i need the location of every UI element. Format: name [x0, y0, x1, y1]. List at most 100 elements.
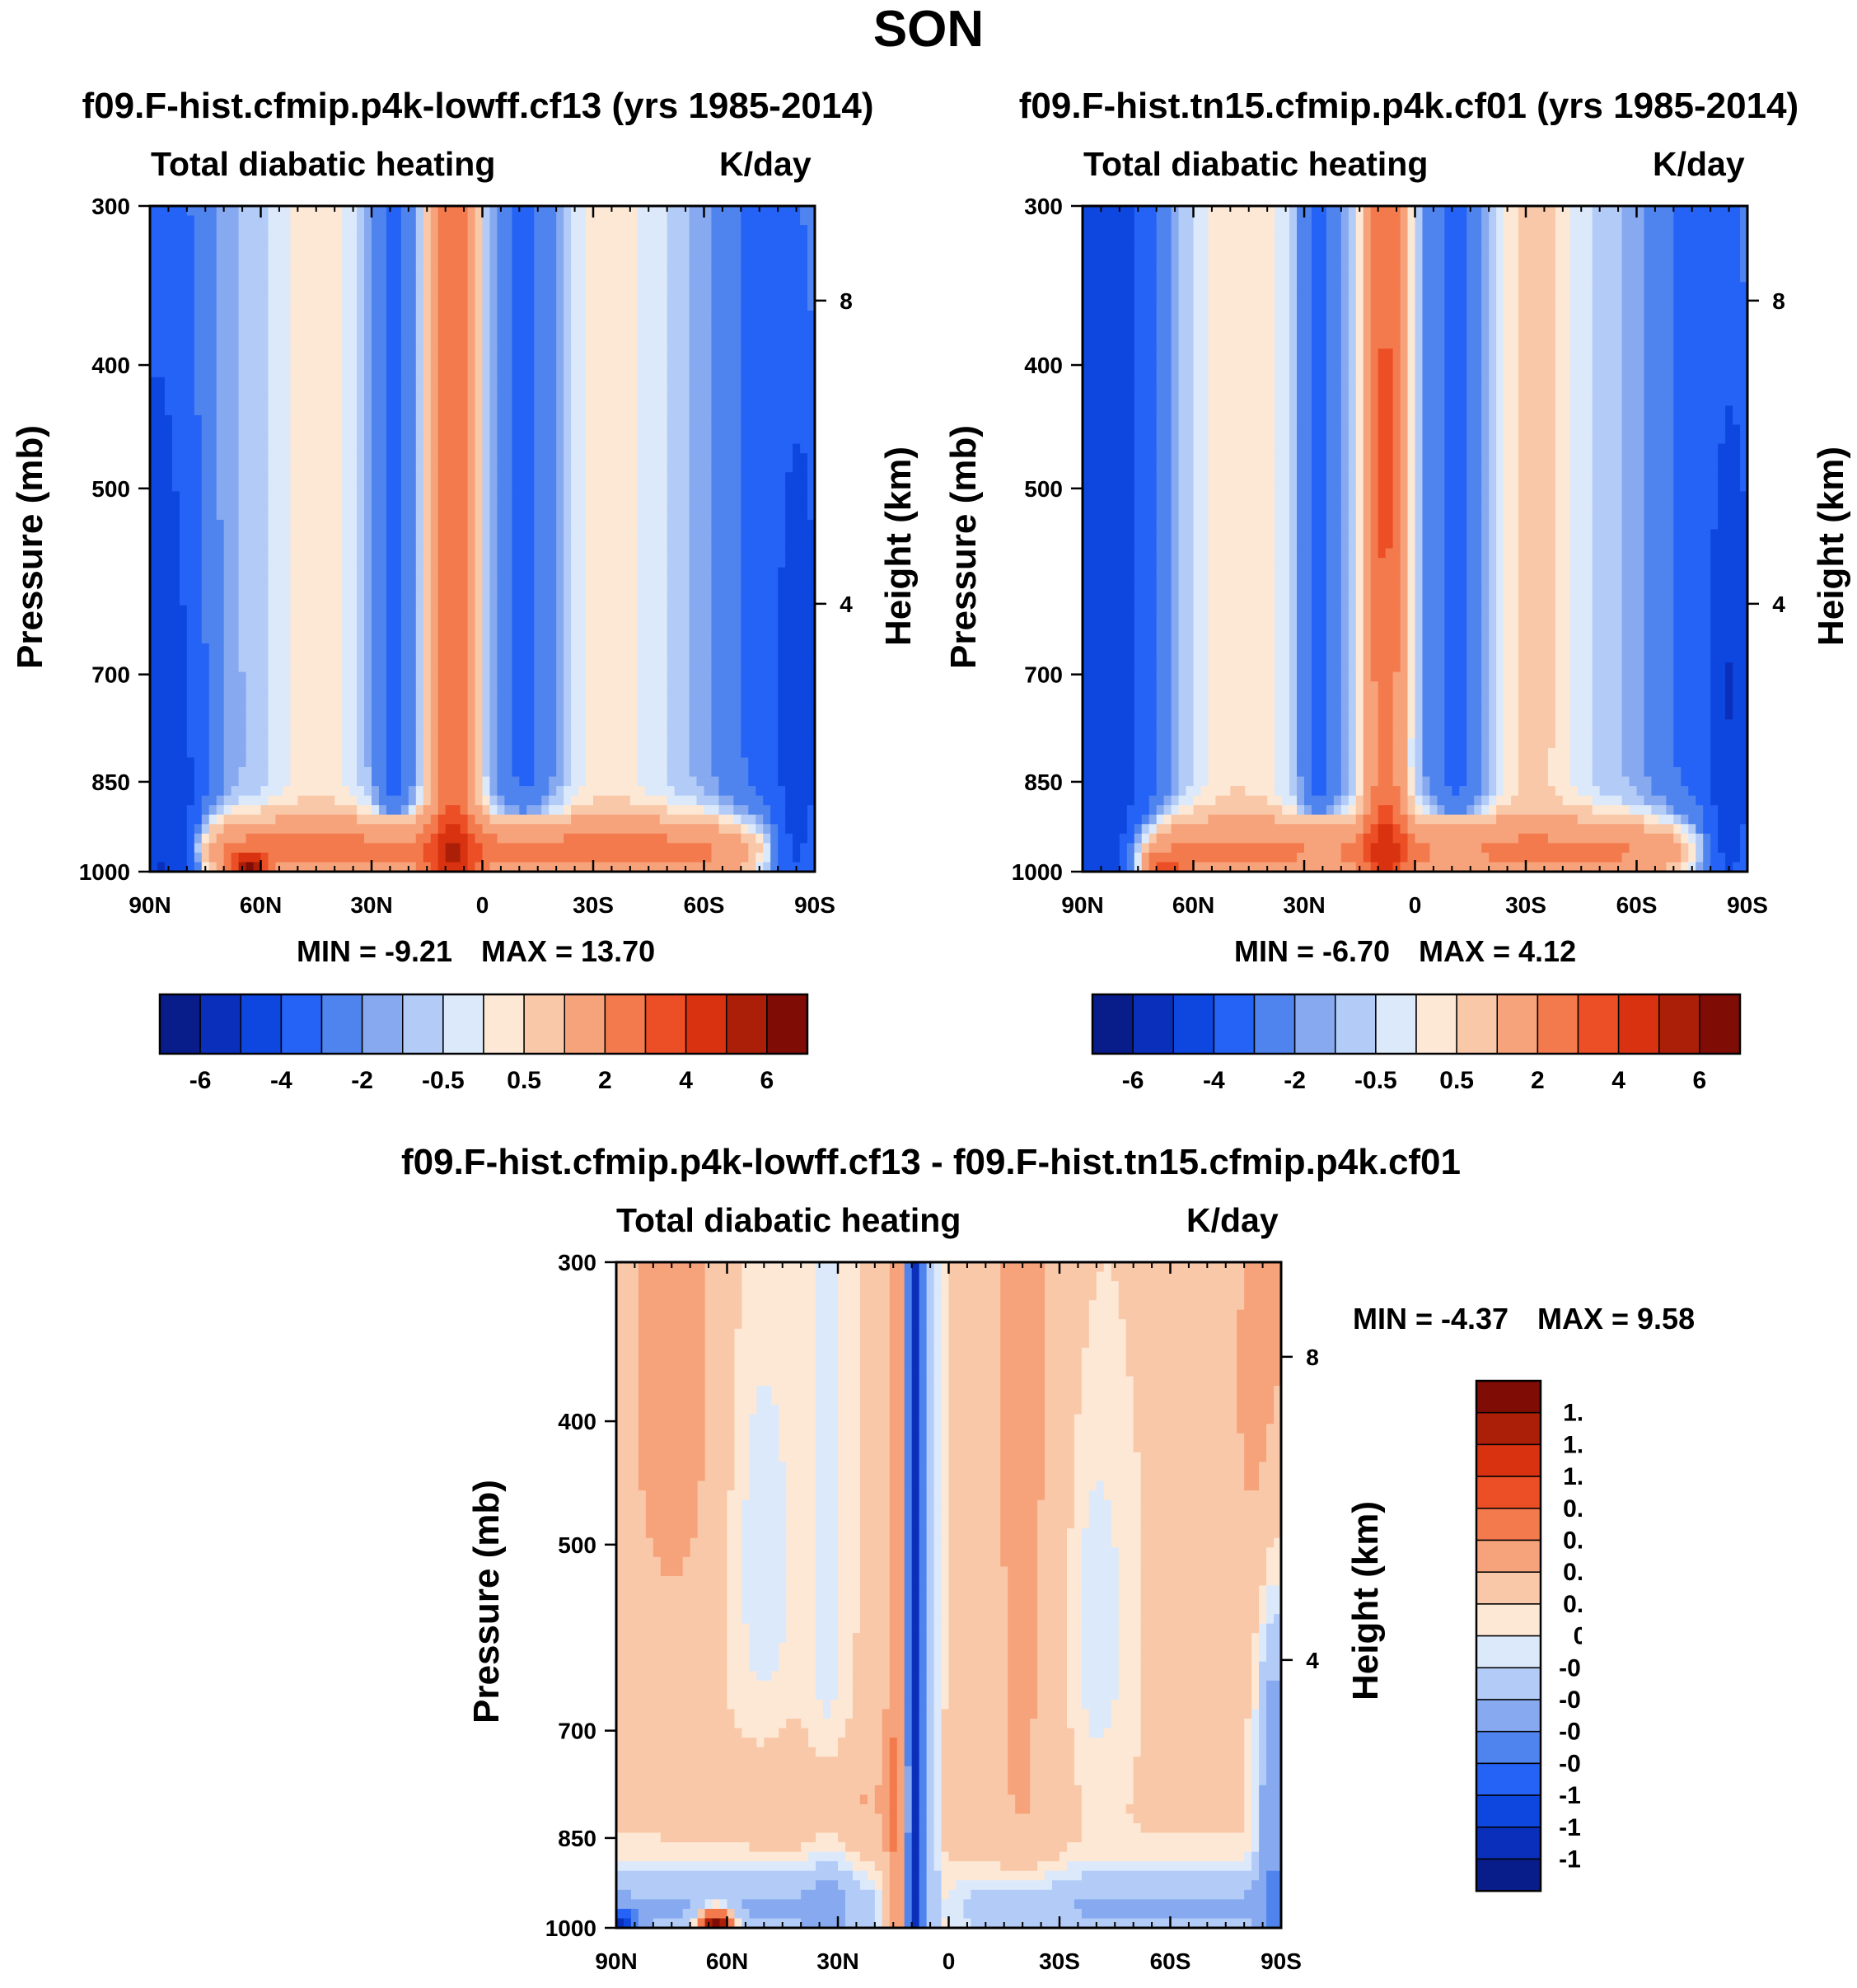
heatmap-cell [1340, 206, 1349, 217]
heatmap-cell [437, 690, 469, 701]
heatmap-cell [1378, 757, 1394, 768]
heatmap-cell [467, 624, 476, 635]
heatmap-cell [1569, 272, 1593, 283]
heatmap-cell [741, 414, 816, 426]
heatmap-cell [342, 320, 358, 330]
heatmap-cell [711, 653, 741, 663]
heatmap-cell [1518, 472, 1556, 483]
heatmap-cell [1171, 244, 1180, 255]
heatmap-cell [534, 624, 557, 635]
heatmap-cell [1400, 596, 1409, 606]
heatmap-cell [1407, 690, 1416, 701]
heatmap-cell [1481, 843, 1630, 854]
heatmap-cell [482, 643, 491, 654]
heatmap-cell [1340, 263, 1349, 274]
heatmap-cell [1156, 519, 1172, 531]
heatmap-cell [290, 615, 343, 625]
heatmap-cell [482, 577, 491, 587]
heatmap-cell [150, 548, 180, 559]
heatmap-cell [1297, 548, 1312, 559]
heatmap-cell [564, 615, 572, 625]
heatmap-cell [1444, 671, 1467, 682]
heatmap-cell [475, 643, 484, 654]
heatmap-cell [1156, 367, 1172, 378]
heatmap-cell [1289, 367, 1298, 378]
y-tick-label: 300 [91, 194, 130, 219]
heatmap-cell [1275, 434, 1290, 445]
heatmap-cell [1275, 643, 1290, 654]
heatmap-cell [1156, 263, 1172, 274]
heatmap-cell [408, 805, 417, 816]
heatmap-cell [1193, 348, 1209, 359]
heatmap-cell [1326, 548, 1342, 559]
heatmap-cell [1673, 282, 1748, 292]
heatmap-cell [1392, 709, 1409, 720]
heatmap-cell [1326, 805, 1335, 816]
heatmap-cell [1340, 519, 1349, 531]
heatmap-cell [1415, 348, 1424, 359]
heatmap-cell [1178, 776, 1195, 787]
heatmap-cell [1156, 615, 1172, 625]
heatmap-cell [1592, 776, 1630, 787]
heatmap-cell [1444, 719, 1467, 730]
heatmap-cell [489, 671, 498, 682]
heatmap-cell [1326, 738, 1342, 749]
heatmap-cell [364, 339, 372, 349]
heatmap-cell [1355, 253, 1364, 264]
heatmap-cell [423, 567, 432, 578]
heatmap-cell [534, 225, 557, 236]
heatmap-cell [689, 282, 713, 292]
heatmap-cell [564, 282, 572, 292]
heatmap-cell [1289, 700, 1298, 711]
heatmap-cell [1178, 700, 1195, 711]
colorbar-frame [158, 993, 809, 1055]
heatmap-cell [1134, 510, 1158, 521]
heatmap-cell [238, 443, 269, 454]
heatmap-cell [1275, 443, 1290, 454]
heatmap-cell [1340, 634, 1349, 644]
heatmap-cell [586, 747, 638, 759]
heatmap-cell [1555, 662, 1571, 673]
heatmap-cell [268, 767, 291, 778]
heatmap-cell [268, 301, 291, 311]
heatmap-cell [1289, 414, 1298, 426]
heatmap-cell [1481, 282, 1490, 292]
heatmap-cell [194, 234, 218, 245]
heatmap-cell [238, 776, 269, 787]
heatmap-cell [1370, 567, 1401, 578]
heatmap-cell [1083, 567, 1135, 578]
heatmap-cell [290, 330, 343, 340]
heatmap-cell [482, 481, 491, 492]
colorbar-box [320, 994, 363, 1055]
heatmap-cell [1171, 653, 1180, 663]
heatmap-cell [1504, 548, 1519, 559]
heatmap-cell [290, 709, 343, 720]
heatmap-cell [785, 824, 808, 835]
heatmap-cell [1311, 472, 1327, 483]
heatmap-cell [1355, 234, 1364, 245]
heatmap-cell [467, 358, 476, 368]
heatmap-cell [1481, 567, 1490, 578]
heatmap-cell [689, 215, 713, 226]
heatmap-cell [1126, 805, 1150, 816]
heatmap-cell [223, 671, 247, 682]
heatmap-cell [1496, 253, 1504, 264]
heatmap-cell [430, 577, 439, 587]
heatmap-cell [497, 206, 512, 217]
heatmap-cell [357, 500, 365, 511]
heatmap-cell [179, 596, 203, 606]
heatmap-cell [290, 377, 343, 387]
heatmap-cell [372, 443, 387, 454]
heatmap-cell [150, 510, 180, 521]
heatmap-cell [1592, 462, 1623, 473]
heatmap-cell [1489, 358, 1497, 368]
heatmap-cell [763, 814, 771, 825]
heatmap-cell [1208, 690, 1275, 701]
heatmap-cell [342, 253, 358, 264]
heatmap-cell [150, 738, 188, 749]
heatmap-cell [364, 225, 372, 236]
heatmap-cell [437, 215, 469, 226]
heatmap-cell [1355, 301, 1364, 311]
heatmap-cell [1481, 358, 1490, 368]
heatmap-cell [1481, 671, 1490, 682]
